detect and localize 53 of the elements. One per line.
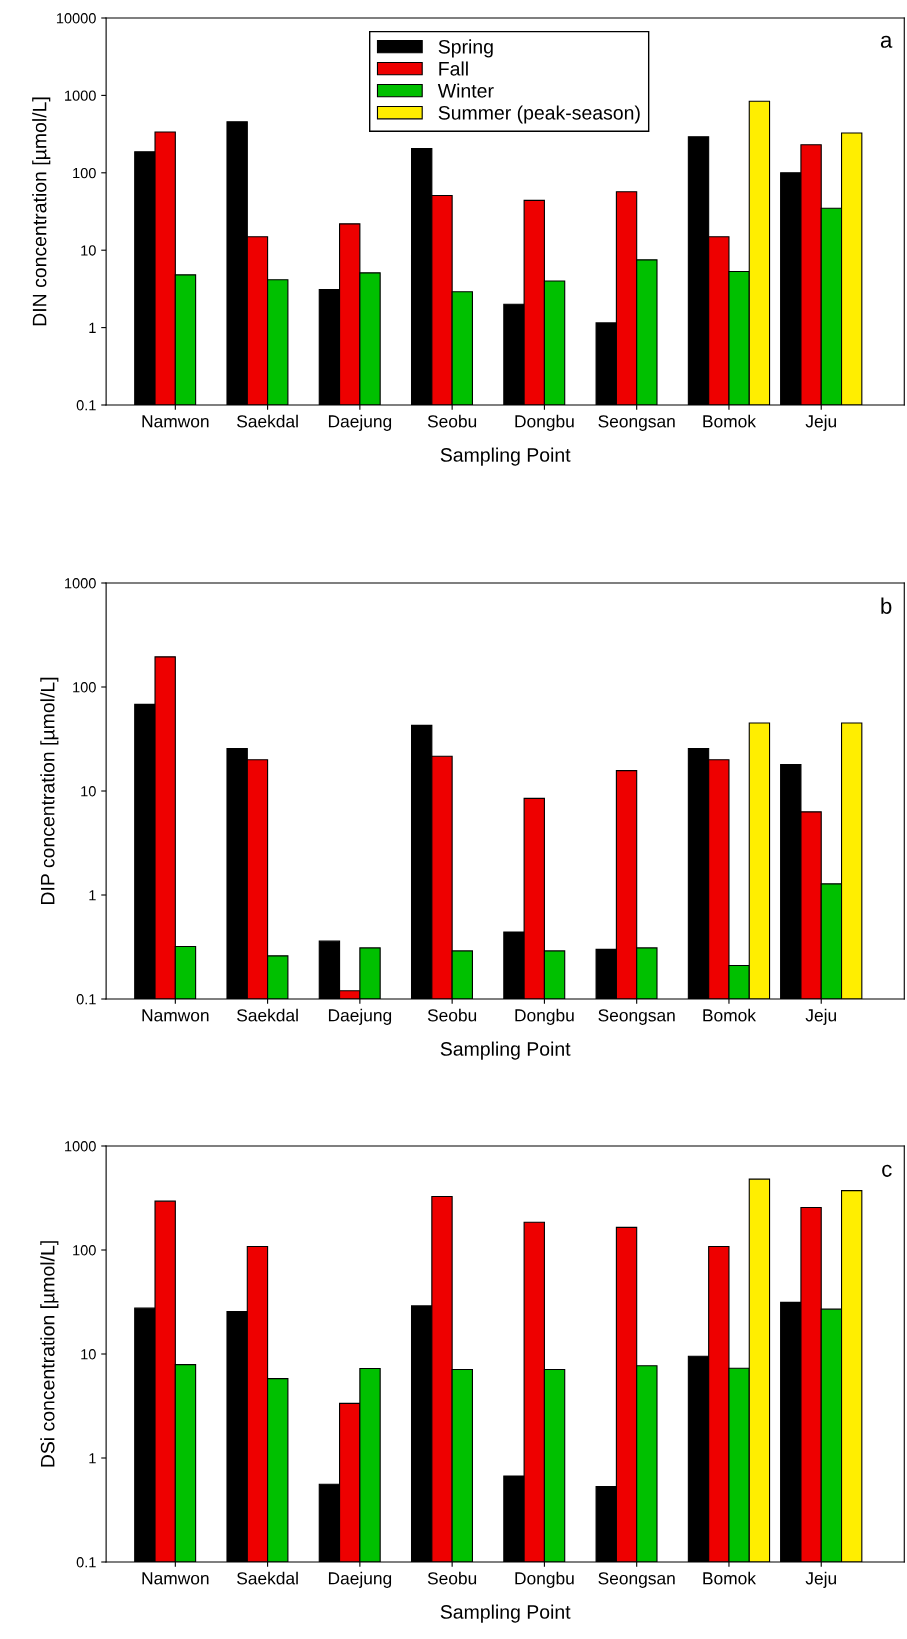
- legend-label: Fall: [439, 61, 468, 76]
- y-tick-label: 1000: [65, 1141, 96, 1152]
- x-tick-label: Namwon: [142, 1009, 209, 1022]
- y-tick-label: 1000: [65, 90, 96, 101]
- x-tick-label: Jeju: [805, 1571, 836, 1588]
- y-tick-label: 1: [89, 1453, 96, 1464]
- x-tick-label: Saekdal: [237, 1008, 298, 1022]
- y-axis-title: DIN concentration [µmol/L]: [32, 97, 51, 326]
- x-tick-label: Daejung: [328, 1571, 392, 1588]
- legend-label: Spring: [438, 39, 493, 58]
- y-tick-label: 10: [81, 1349, 96, 1360]
- x-axis-title: Sampling Point: [440, 447, 571, 466]
- x-tick-label: Daejung: [328, 1008, 392, 1025]
- x-tick-label: Seongsan: [598, 1009, 675, 1025]
- x-tick-label: Dongbu: [515, 1008, 574, 1025]
- x-tick-label: Seobu: [427, 1008, 477, 1022]
- x-tick-label: Dongbu: [515, 414, 574, 431]
- y-axis-title: DSi concentration [µmol/L]: [40, 1241, 59, 1467]
- legend-label: Summer (peak-season): [438, 105, 640, 124]
- y-tick-label: 100: [73, 167, 96, 179]
- x-axis-title: Sampling Point: [440, 1041, 571, 1060]
- annotation: c: [882, 1164, 892, 1177]
- annotation: b: [881, 597, 892, 614]
- x-tick-label: Bomok: [703, 1571, 756, 1585]
- x-tick-label: Daejung: [328, 414, 392, 431]
- y-tick-label: 0.1: [76, 994, 96, 1005]
- y-tick-label: 100: [73, 682, 96, 693]
- y-tick-label: 10: [81, 786, 96, 797]
- y-tick-label: 1000: [65, 578, 96, 589]
- legend-label: Winter: [437, 83, 494, 98]
- y-axis-title: DIP concentration [µmol/L]: [40, 677, 59, 904]
- y-tick-label: 10000: [56, 13, 96, 24]
- y-tick-label: 10: [81, 245, 96, 256]
- y-tick-label: 100: [73, 1245, 96, 1256]
- x-tick-label: Jeju: [805, 414, 836, 431]
- y-tick-label: 0.1: [76, 400, 96, 411]
- annotation: a: [880, 35, 893, 48]
- y-tick-label: 0.1: [76, 1557, 96, 1568]
- x-tick-label: Seongsan: [598, 415, 675, 431]
- x-tick-label: Bomok: [703, 414, 756, 428]
- x-tick-label: Namwon: [142, 415, 209, 428]
- x-tick-label: Saekdal: [237, 414, 298, 428]
- x-tick-label: Jeju: [805, 1008, 836, 1025]
- y-tick-label: 1: [89, 890, 96, 901]
- y-tick-label: 1: [89, 322, 96, 333]
- x-tick-label: Seongsan: [598, 1572, 675, 1588]
- x-tick-label: Saekdal: [237, 1571, 298, 1585]
- x-tick-label: Seobu: [427, 1571, 477, 1585]
- x-tick-label: Dongbu: [515, 1571, 574, 1588]
- x-tick-label: Seobu: [427, 414, 477, 428]
- x-tick-label: Namwon: [142, 1572, 209, 1585]
- x-tick-label: Bomok: [703, 1008, 756, 1022]
- x-axis-title: Sampling Point: [440, 1604, 571, 1623]
